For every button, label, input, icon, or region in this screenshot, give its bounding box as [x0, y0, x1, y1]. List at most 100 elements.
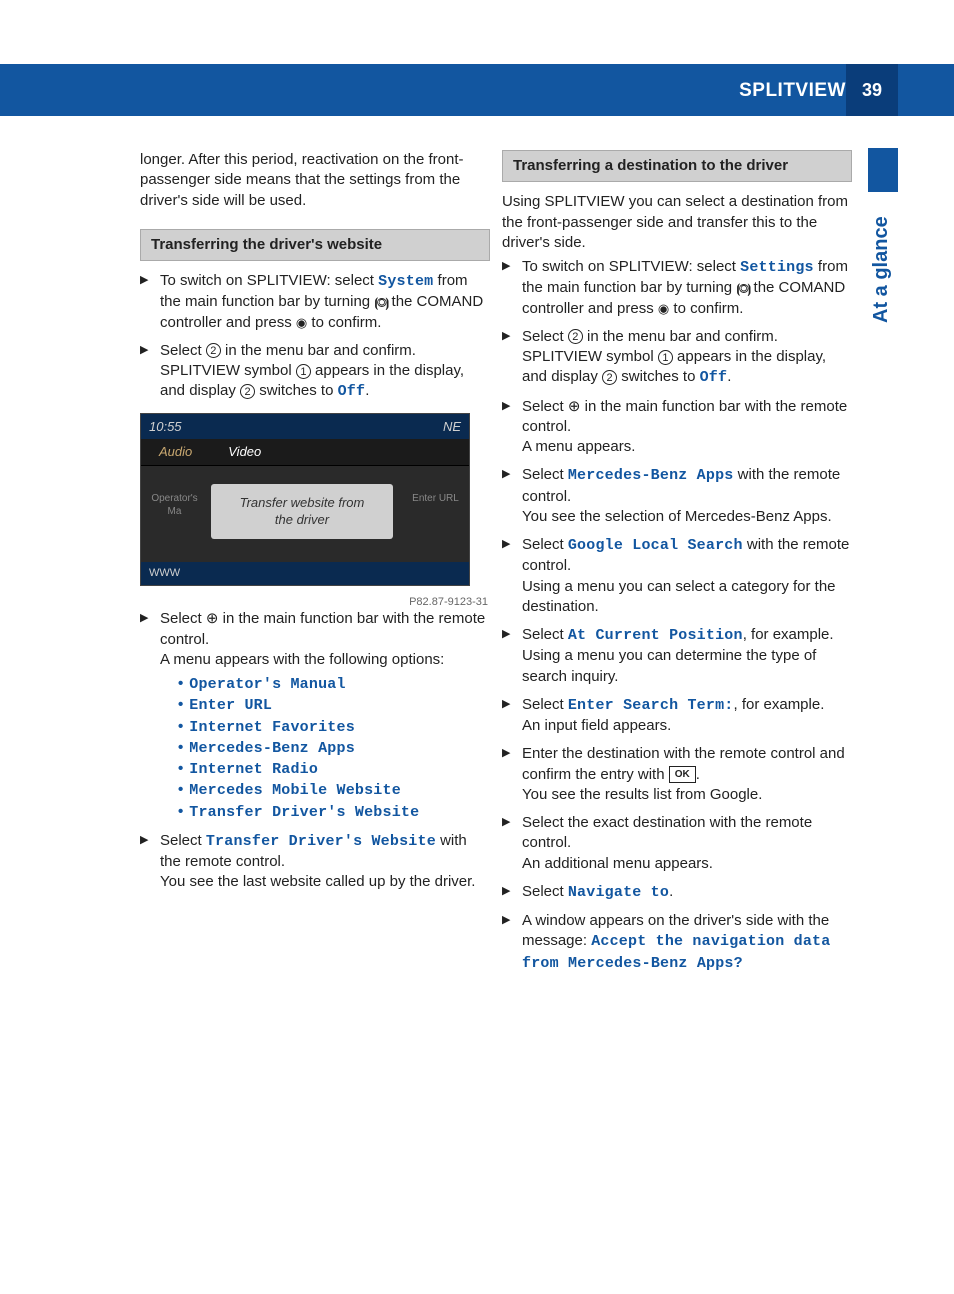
t: Select [522, 696, 568, 713]
t: to confirm. [669, 300, 743, 317]
t: Select [522, 398, 568, 415]
t: switches to [617, 368, 700, 385]
opt: Enter URL [189, 697, 272, 714]
knob-icon [736, 280, 749, 298]
r-step-11: A window appears on the driver's side wi… [502, 911, 852, 974]
t: Select [160, 610, 206, 627]
left-step-3: Select in the main function bar with the… [140, 609, 490, 823]
ss-tab-video: Video [210, 439, 279, 465]
ui-navigate: Navigate to [568, 884, 669, 901]
r-step-10: Select Navigate to. [502, 882, 852, 903]
t: An input field appears. [522, 716, 852, 736]
section-transfer-website: Transferring the driver's website [140, 229, 490, 261]
circled-2-icon: 2 [240, 384, 255, 399]
t: To switch on SPLITVIEW: select [522, 258, 740, 275]
ui-google: Google Local Search [568, 537, 743, 554]
press-icon [658, 299, 669, 319]
page-number: 39 [846, 64, 898, 116]
t: To switch on SPLITVIEW: select [160, 272, 378, 289]
left-column: longer. After this period, reactivation … [140, 150, 490, 901]
r-step-9: Select the exact destination with the re… [502, 813, 852, 874]
t: Transfer website from [217, 494, 387, 512]
t: Using a menu you can determine the type … [522, 646, 852, 687]
t: An additional menu appears. [522, 854, 852, 874]
ui-off: Off [338, 383, 366, 400]
ui-search-term: Enter Search Term: [568, 697, 734, 714]
left-step-2: Select 2 in the menu bar and confirm. SP… [140, 341, 490, 403]
comand-screenshot: 10:55 NE Audio Video Operator's Ma Trans… [140, 413, 470, 586]
ui-mb-apps: Mercedes-Benz Apps [568, 467, 734, 484]
left-step-1: To switch on SPLITVIEW: select System fr… [140, 271, 490, 333]
globe-icon [568, 397, 581, 417]
ui-at-current: At Current Position [568, 627, 743, 644]
t: A menu appears with the following option… [160, 650, 490, 670]
r-step-3: Select in the main function bar with the… [502, 397, 852, 458]
side-tab-label: At a glance [868, 200, 898, 340]
t: Select [522, 626, 568, 643]
t: Select [522, 328, 568, 345]
ss-ne: NE [443, 418, 461, 436]
menu-options-list: Operator's Manual Enter URL Internet Fav… [160, 674, 490, 823]
ss-right-icon: Enter URL [408, 492, 463, 506]
ok-button-icon: OK [669, 766, 696, 784]
r-step-2: Select 2 in the menu bar and confirm. SP… [502, 327, 852, 389]
circled-1-icon: 1 [296, 364, 311, 379]
circled-1-icon: 1 [658, 350, 673, 365]
t: . [365, 382, 369, 399]
ss-bottom: WWW [141, 562, 469, 585]
ss-left-icon: Operator's Ma [147, 492, 202, 519]
circled-2-icon: 2 [568, 329, 583, 344]
right-intro: Using SPLITVIEW you can select a destina… [502, 192, 852, 253]
r-step-7: Select Enter Search Term:, for example. … [502, 695, 852, 737]
t: Using a menu you can select a category f… [522, 577, 852, 618]
t: You see the results list from Google. [522, 785, 852, 805]
globe-icon [206, 609, 219, 629]
ui-system: System [378, 273, 433, 290]
header-bar: SPLITVIEW [0, 64, 954, 116]
r-step-6: Select At Current Position, for example.… [502, 625, 852, 687]
t: Select [160, 342, 206, 359]
ui-settings: Settings [740, 259, 814, 276]
t: Select [160, 832, 206, 849]
opt: Mercedes Mobile Website [189, 782, 401, 799]
opt: Internet Radio [189, 761, 318, 778]
t: Select the exact destination with the re… [522, 814, 812, 851]
ui-transfer: Transfer Driver's Website [206, 833, 436, 850]
opt: Operator's Manual [189, 676, 345, 693]
ss-time: 10:55 [149, 418, 182, 436]
right-column: Transferring a destination to the driver… [502, 150, 852, 982]
t: A menu appears. [522, 437, 852, 457]
ss-tab-audio: Audio [141, 439, 210, 465]
opt: Mercedes-Benz Apps [189, 740, 355, 757]
ss-caption: P82.87-9123-31 [140, 592, 490, 610]
circled-2-icon: 2 [602, 370, 617, 385]
ss-popup: Transfer website from the driver [211, 484, 393, 539]
left-step-4: Select Transfer Driver's Website with th… [140, 831, 490, 893]
t: , for example. [734, 696, 825, 713]
section-transfer-destination: Transferring a destination to the driver [502, 150, 852, 182]
r-step-4: Select Mercedes-Benz Apps with the remot… [502, 465, 852, 527]
ui-off: Off [700, 369, 728, 386]
t: to confirm. [307, 314, 381, 331]
t: Select [522, 466, 568, 483]
t: You see the last website called up by th… [160, 872, 490, 892]
header-title: SPLITVIEW [739, 78, 846, 104]
t: . [669, 883, 673, 900]
t: . [696, 766, 700, 783]
opt: Internet Favorites [189, 719, 355, 736]
t: Select [522, 536, 568, 553]
t: switches to [255, 382, 338, 399]
r-step-1: To switch on SPLITVIEW: select Settings … [502, 257, 852, 319]
t: the driver [217, 511, 387, 529]
knob-icon [374, 294, 387, 312]
press-icon [296, 313, 307, 333]
t: Select [522, 883, 568, 900]
r-step-8: Enter the destination with the remote co… [502, 744, 852, 805]
t: . [727, 368, 731, 385]
opt: Transfer Driver's Website [189, 804, 419, 821]
t: You see the selection of Mercedes-Benz A… [522, 507, 852, 527]
t: , for example. [743, 626, 834, 643]
side-tab-accent [868, 148, 898, 192]
circled-2-icon: 2 [206, 343, 221, 358]
intro-text: longer. After this period, reactivation … [140, 150, 490, 211]
